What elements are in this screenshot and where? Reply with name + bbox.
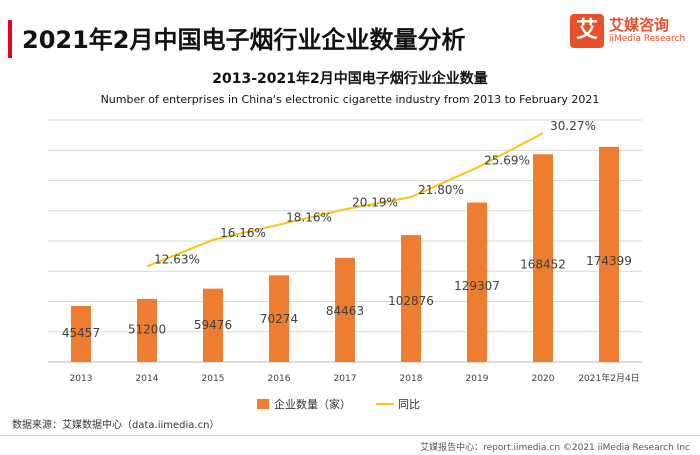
bar-2014 bbox=[137, 298, 157, 362]
legend-bar-label: 企业数量（家） bbox=[274, 397, 351, 411]
page-title: 2021年2月中国电子烟行业企业数量分析 bbox=[22, 26, 466, 54]
x-tick-label: 2019 bbox=[466, 374, 489, 384]
iimedia-logo-icon: 艾 bbox=[570, 14, 604, 48]
logo-name-cn: 艾媒咨询 bbox=[609, 16, 670, 34]
bar-2015 bbox=[203, 288, 223, 362]
bar-value-label: 84463 bbox=[326, 304, 364, 318]
data-source: 数据来源：艾媒数据中心（data.iimedia.cn） bbox=[12, 420, 220, 431]
bar-value-label: 70274 bbox=[260, 312, 298, 326]
bar-value-label: 59476 bbox=[194, 318, 232, 332]
title-accent-bar bbox=[8, 20, 12, 58]
bar-2018 bbox=[401, 235, 421, 362]
bar-2021年2月4日 bbox=[599, 146, 619, 362]
bar-value-label: 168452 bbox=[520, 258, 566, 272]
legend-bar-swatch bbox=[257, 399, 269, 409]
chart-title: 2013-2021年2月中国电子烟行业企业数量 bbox=[212, 71, 488, 87]
bar-value-label: 174399 bbox=[586, 254, 632, 268]
x-tick-label: 2015 bbox=[202, 374, 225, 384]
footer-divider bbox=[0, 435, 700, 436]
x-tick-label: 2020 bbox=[532, 374, 555, 384]
bar-2013 bbox=[71, 305, 91, 362]
yoy-value-label: 20.19% bbox=[352, 195, 398, 209]
bar-value-label: 129307 bbox=[454, 279, 500, 293]
yoy-value-label: 25.69% bbox=[484, 154, 530, 168]
x-tick-label: 2018 bbox=[400, 374, 423, 384]
yoy-value-label: 16.16% bbox=[220, 226, 266, 240]
x-tick-label: 2014 bbox=[136, 374, 159, 384]
legend-line-label: 同比 bbox=[398, 398, 420, 411]
bar-2016 bbox=[269, 275, 289, 362]
x-tick-label: 2017 bbox=[334, 374, 357, 384]
bar-value-label: 45457 bbox=[62, 326, 100, 340]
yoy-value-label: 30.27% bbox=[550, 119, 596, 133]
yoy-line bbox=[146, 132, 544, 268]
yoy-value-label: 18.16% bbox=[286, 211, 332, 225]
bar-2020 bbox=[533, 154, 553, 362]
chart-subtitle: Number of enterprises in China's electro… bbox=[100, 93, 600, 106]
bar-value-label: 102876 bbox=[388, 294, 434, 308]
logo-name-en: iiMedia Research bbox=[609, 34, 686, 44]
yoy-value-label: 21.80% bbox=[418, 183, 464, 197]
x-tick-label: 2016 bbox=[268, 374, 291, 384]
bar-2019 bbox=[467, 202, 487, 362]
footer-credit: 艾媒报告中心：report.iimedia.cn ©2021 iiMedia R… bbox=[420, 443, 690, 453]
bar-2017 bbox=[335, 257, 355, 362]
x-tick-label: 2013 bbox=[70, 374, 93, 384]
bar-value-label: 51200 bbox=[128, 323, 166, 337]
x-tick-label: 2021年2月4日 bbox=[578, 372, 639, 384]
yoy-value-label: 12.63% bbox=[154, 252, 200, 266]
